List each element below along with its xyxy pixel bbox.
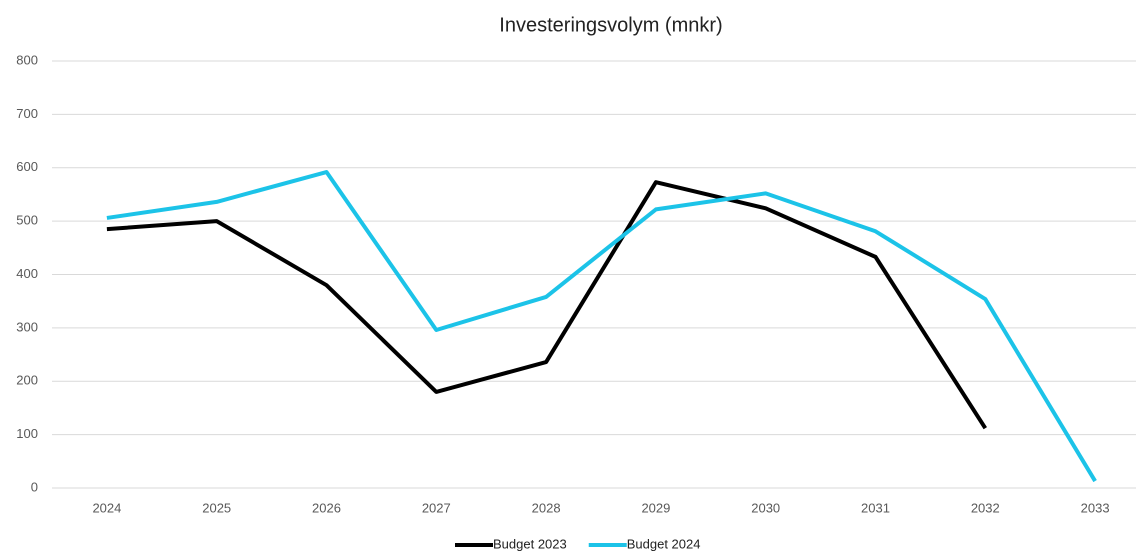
x-tick-label: 2026 xyxy=(312,500,341,515)
y-tick-label: 400 xyxy=(16,266,38,281)
y-tick-label: 700 xyxy=(16,106,38,121)
x-tick-label: 2025 xyxy=(202,500,231,515)
series-line xyxy=(106,180,987,430)
legend-label: Budget 2023 xyxy=(493,536,567,551)
chart-title: Investeringsvolym (mnkr) xyxy=(499,14,722,36)
y-tick-label: 200 xyxy=(16,373,38,388)
x-tick-label: 2027 xyxy=(422,500,451,515)
x-tick-label: 2033 xyxy=(1081,500,1110,515)
y-tick-label: 100 xyxy=(16,426,38,441)
y-tick-label: 0 xyxy=(31,479,38,494)
x-tick-label: 2024 xyxy=(92,500,121,515)
x-tick-label: 2030 xyxy=(751,500,780,515)
y-tick-label: 300 xyxy=(16,319,38,334)
x-tick-label: 2029 xyxy=(641,500,670,515)
x-tick-label: 2028 xyxy=(532,500,561,515)
y-tick-label: 600 xyxy=(16,159,38,174)
y-tick-label: 800 xyxy=(16,52,38,67)
y-tick-label: 500 xyxy=(16,213,38,228)
legend-label: Budget 2024 xyxy=(627,536,701,551)
x-tick-label: 2031 xyxy=(861,500,890,515)
x-tick-label: 2032 xyxy=(971,500,1000,515)
series-line xyxy=(106,170,1097,483)
